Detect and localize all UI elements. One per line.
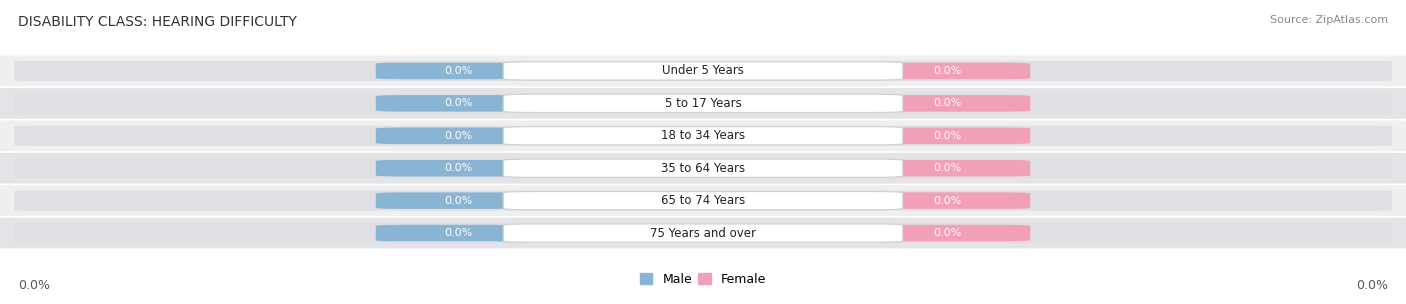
Text: 0.0%: 0.0% [1355,279,1388,292]
FancyBboxPatch shape [0,120,1406,151]
Legend: Male, Female: Male, Female [640,273,766,286]
FancyBboxPatch shape [503,127,903,145]
FancyBboxPatch shape [7,223,1399,243]
FancyBboxPatch shape [7,126,1399,146]
Text: 0.0%: 0.0% [934,163,962,173]
FancyBboxPatch shape [0,88,1406,119]
FancyBboxPatch shape [7,61,1399,81]
FancyBboxPatch shape [375,63,541,79]
FancyBboxPatch shape [0,56,1406,86]
FancyBboxPatch shape [375,127,541,144]
FancyBboxPatch shape [375,95,541,112]
FancyBboxPatch shape [0,218,1406,248]
FancyBboxPatch shape [503,62,903,80]
Text: 18 to 34 Years: 18 to 34 Years [661,129,745,142]
Text: 0.0%: 0.0% [444,98,472,108]
Text: 0.0%: 0.0% [934,131,962,141]
FancyBboxPatch shape [865,192,1031,209]
Text: Source: ZipAtlas.com: Source: ZipAtlas.com [1270,15,1388,25]
FancyBboxPatch shape [503,94,903,112]
Text: 0.0%: 0.0% [444,66,472,76]
Text: Under 5 Years: Under 5 Years [662,64,744,78]
FancyBboxPatch shape [0,153,1406,184]
Text: 0.0%: 0.0% [934,98,962,108]
FancyBboxPatch shape [375,160,541,177]
Text: 35 to 64 Years: 35 to 64 Years [661,162,745,175]
FancyBboxPatch shape [0,185,1406,216]
Text: 0.0%: 0.0% [444,131,472,141]
Text: 0.0%: 0.0% [444,196,472,206]
FancyBboxPatch shape [503,159,903,177]
FancyBboxPatch shape [375,192,541,209]
FancyBboxPatch shape [503,224,903,242]
Text: 0.0%: 0.0% [444,163,472,173]
Text: 75 Years and over: 75 Years and over [650,226,756,240]
FancyBboxPatch shape [7,158,1399,178]
FancyBboxPatch shape [7,191,1399,211]
Text: 0.0%: 0.0% [934,228,962,238]
FancyBboxPatch shape [865,160,1031,177]
Text: 5 to 17 Years: 5 to 17 Years [665,97,741,110]
Text: 0.0%: 0.0% [934,196,962,206]
Text: 0.0%: 0.0% [934,66,962,76]
FancyBboxPatch shape [865,127,1031,144]
Text: 0.0%: 0.0% [18,279,51,292]
FancyBboxPatch shape [503,192,903,210]
FancyBboxPatch shape [865,225,1031,241]
FancyBboxPatch shape [7,93,1399,113]
Text: DISABILITY CLASS: HEARING DIFFICULTY: DISABILITY CLASS: HEARING DIFFICULTY [18,15,297,29]
Text: 65 to 74 Years: 65 to 74 Years [661,194,745,207]
FancyBboxPatch shape [865,63,1031,79]
FancyBboxPatch shape [865,95,1031,112]
FancyBboxPatch shape [375,225,541,241]
Text: 0.0%: 0.0% [444,228,472,238]
